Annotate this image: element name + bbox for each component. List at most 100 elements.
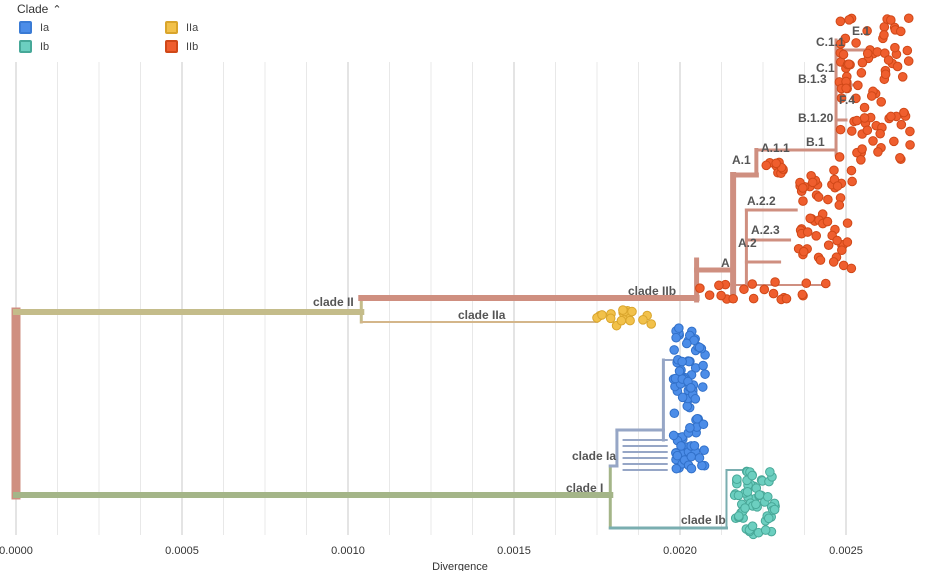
- tip-iib: [879, 30, 889, 40]
- tip-iib: [714, 280, 724, 291]
- tip-ib: [742, 487, 753, 497]
- tip-ia: [676, 441, 686, 451]
- tip-iib: [747, 279, 758, 289]
- tip-iib: [820, 278, 831, 289]
- tip-iib: [835, 39, 846, 49]
- legend-item-iia[interactable]: IIa: [165, 21, 198, 34]
- tip-iib: [834, 152, 845, 162]
- tip-ia: [694, 453, 705, 463]
- tip-ia: [698, 419, 709, 430]
- tip-iib: [805, 213, 815, 224]
- branch-label: clade IIa: [458, 308, 506, 322]
- x-axis-title: Divergence: [432, 561, 488, 571]
- tip-iib: [886, 15, 896, 25]
- tip-ib: [751, 499, 761, 510]
- tip-ib: [769, 504, 780, 515]
- tip-iib: [704, 290, 715, 300]
- legend-item-ib[interactable]: Ib: [19, 40, 49, 53]
- x-tick-label: 0.0020: [663, 545, 697, 557]
- tip-iib: [835, 124, 846, 135]
- tip-ib: [732, 474, 742, 484]
- tip-iib: [841, 83, 851, 94]
- tip-iib: [866, 91, 877, 101]
- tip-iia: [616, 315, 627, 326]
- tip-iib: [853, 80, 863, 91]
- tip-ib: [747, 521, 758, 531]
- tip-iib: [695, 283, 705, 293]
- tip-iib: [862, 26, 872, 36]
- tip-iib: [835, 16, 846, 27]
- tip-iib: [902, 45, 913, 56]
- tip-iib: [728, 293, 738, 304]
- tip-iib: [844, 15, 854, 25]
- chevron-up-icon[interactable]: ⌃: [52, 4, 62, 16]
- tip-iia: [625, 315, 635, 326]
- branch-label: C.1: [816, 61, 835, 75]
- tip-iib: [815, 255, 826, 265]
- branch-label: clade Ia: [572, 449, 616, 463]
- tip-iib: [905, 140, 915, 150]
- tip-iib: [862, 125, 873, 136]
- tip-iib: [770, 277, 780, 287]
- legend-item-iib[interactable]: IIb: [165, 40, 198, 53]
- tip-ib: [747, 470, 757, 481]
- tip-ia: [685, 422, 695, 433]
- legend-toggle[interactable]: Clade ⌃: [17, 2, 62, 16]
- tip-ia: [692, 413, 702, 424]
- tip-iib: [716, 290, 726, 301]
- tip-ia: [669, 408, 680, 419]
- tip-iib: [768, 288, 779, 299]
- tip-iib: [813, 192, 824, 202]
- tip-iib: [896, 119, 907, 130]
- tip-iib: [838, 49, 849, 60]
- tip-iib: [857, 57, 868, 68]
- tip-iib: [892, 61, 903, 72]
- tip-iib: [846, 126, 857, 136]
- tip-iib: [781, 293, 792, 304]
- branch-label: B.1: [806, 135, 825, 149]
- branch-label: B.1.20: [798, 111, 834, 125]
- tip-iia: [627, 306, 637, 317]
- tip-iib: [846, 165, 857, 176]
- tip-iib: [739, 284, 749, 295]
- tip-iib: [842, 218, 853, 228]
- tip-iib: [811, 231, 822, 241]
- tip-iib: [823, 194, 833, 205]
- tip-ia: [700, 369, 710, 379]
- tip-iib: [856, 154, 866, 165]
- tip-iib: [880, 69, 891, 80]
- branch-label: C.1.1: [816, 35, 845, 49]
- tip-iia: [618, 305, 628, 315]
- x-tick-label: 0.0025: [829, 545, 863, 557]
- tip-iib: [851, 38, 861, 48]
- tip-iib: [859, 102, 870, 113]
- tip-ia: [699, 445, 709, 455]
- tip-ia: [686, 463, 697, 474]
- legend-item-ia[interactable]: Ia: [19, 21, 49, 34]
- x-tick-label: 0.0010: [331, 545, 365, 557]
- tip-iib: [761, 160, 772, 171]
- tip-ia: [671, 332, 681, 343]
- tip-ib: [754, 490, 765, 500]
- tip-iib: [844, 59, 854, 70]
- tip-iib: [862, 48, 873, 59]
- legend-swatch-ia: [19, 21, 32, 34]
- branch-label: A.2: [738, 236, 757, 250]
- tip-ia: [681, 338, 692, 349]
- tip-iib: [899, 107, 909, 118]
- branch-label: E.1: [852, 24, 870, 38]
- tip-iib: [759, 284, 770, 295]
- tip-iib: [802, 227, 813, 237]
- branch-label: clade IIb: [628, 284, 676, 298]
- tip-ib: [762, 491, 773, 502]
- clade-legend: Clade ⌃ Ia IIa Ib IIb: [0, 0, 300, 60]
- branch-label: A.1: [732, 153, 751, 167]
- tip-iib: [895, 26, 906, 37]
- tip-iib: [807, 177, 818, 188]
- tip-ia: [671, 463, 682, 474]
- legend-label-iia: IIa: [186, 21, 199, 34]
- tip-ia: [697, 382, 708, 392]
- branch-labels: clade II clade IIa clade IIb clade Ia clade …: [313, 24, 870, 527]
- tip-iib: [875, 128, 885, 139]
